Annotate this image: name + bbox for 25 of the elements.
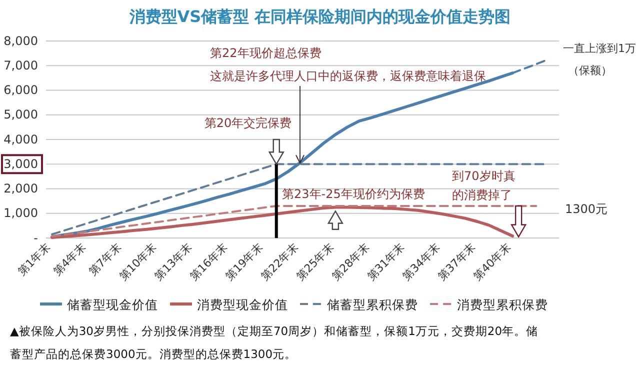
- y-tick-label: 6,000: [4, 83, 38, 98]
- text: ▲被保险人为30岁男性，分别投保消费型（定期至70周岁）和储蓄型，保额1万元，交费期20年。储: [10, 324, 538, 338]
- annotation: 这就是许多代理人口中的返保费，返保费意味着退保: [210, 69, 486, 83]
- annotation: 第22年现价超总保费: [210, 46, 322, 60]
- text: 1300元: [565, 202, 608, 216]
- y-tick-label: 2,000: [4, 182, 38, 196]
- text: 一直上涨到1万: [563, 42, 636, 55]
- legend-label: 消费型现金价值: [197, 297, 288, 312]
- y-tick-label: 7,000: [4, 58, 38, 72]
- y-tick-label: 5,000: [4, 108, 38, 122]
- text: 蓄型产品的总保费3000元。消费型的总保费1300元。: [10, 347, 297, 361]
- annotation: 第23年-25年现价约为保费: [282, 187, 425, 201]
- text: （保额）: [568, 64, 612, 77]
- annotation: 第20年交完保费: [204, 116, 292, 130]
- legend-label: 消费型累积保费: [457, 297, 548, 312]
- y-tick-label: 1,000: [4, 206, 38, 220]
- legend-label: 储蓄型累积保费: [327, 297, 418, 312]
- annotation: 到70岁时真: [452, 169, 516, 183]
- y-tick-label: 3,000: [4, 156, 38, 171]
- y-tick-label: 8,000: [4, 34, 38, 48]
- x-tick-label: 第4年末: [50, 240, 88, 278]
- legend-label: 储蓄型现金价值: [67, 297, 158, 312]
- annotation: 的消费掉了: [452, 188, 512, 202]
- chart-title: 消费型VS储蓄型 在同样保险期间内的现金价值走势图: [128, 7, 511, 26]
- y-tick-label: 4,000: [4, 132, 38, 146]
